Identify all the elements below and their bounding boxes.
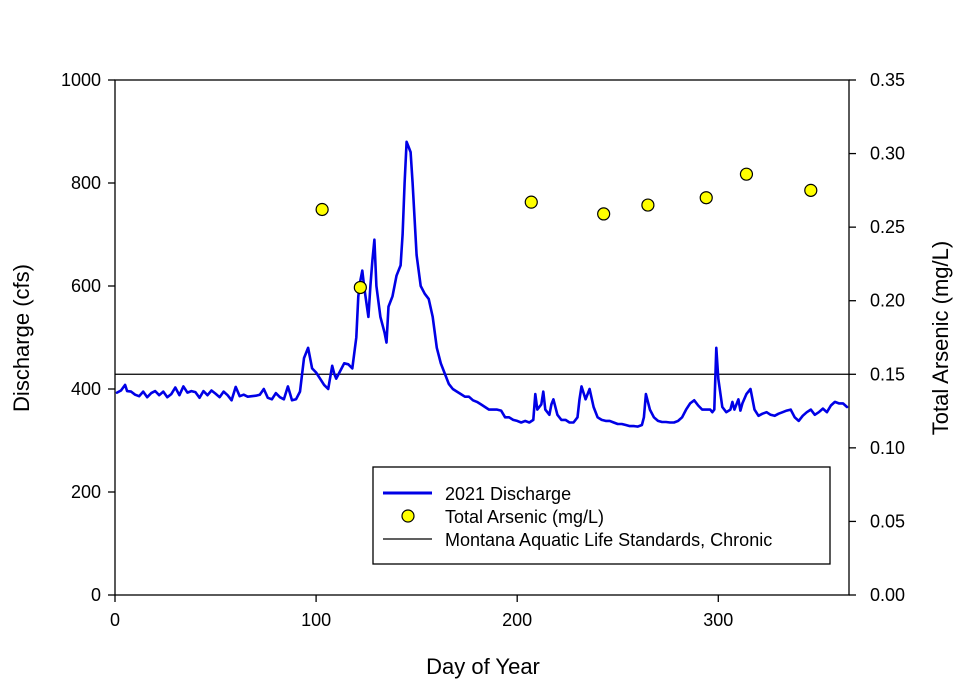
legend: 2021 Discharge Total Arsenic (mg/L) Mont… xyxy=(372,466,831,565)
y2-tick-label: 0.25 xyxy=(870,217,905,237)
plot-frame xyxy=(114,79,850,596)
y-axis-ticks: 0 200 400 600 800 1000 xyxy=(61,70,115,605)
y2-tick-label: 0.20 xyxy=(870,291,905,311)
arsenic-point xyxy=(524,195,538,209)
arsenic-point xyxy=(315,202,329,217)
y-tick-label: 200 xyxy=(71,482,101,502)
arsenic-point xyxy=(353,280,367,295)
y2-tick-label: 0.35 xyxy=(870,70,905,90)
y2-tick-label: 0.00 xyxy=(870,585,905,605)
y2-axis-ticks: 0.00 0.05 0.10 0.15 0.20 0.25 0.30 0.35 xyxy=(849,70,905,605)
y-axis-label: Discharge (cfs) xyxy=(9,264,34,412)
y2-axis-label: Total Arsenic (mg/L) xyxy=(928,241,953,435)
legend-label-standard: Montana Aquatic Life Standards, Chronic xyxy=(445,530,772,550)
x-axis-label: Day of Year xyxy=(426,654,540,679)
y-tick-label: 1000 xyxy=(61,70,101,90)
arsenic-point xyxy=(597,207,611,221)
x-axis-ticks: 0 100 200 300 xyxy=(110,595,733,630)
arsenic-point xyxy=(804,183,818,197)
y2-tick-label: 0.10 xyxy=(870,438,905,458)
x-tick-label: 200 xyxy=(502,610,532,630)
x-tick-label: 100 xyxy=(301,610,331,630)
y-tick-label: 0 xyxy=(91,585,101,605)
plot-area xyxy=(115,140,849,428)
legend-label-discharge: 2021 Discharge xyxy=(445,484,571,504)
discharge-line xyxy=(115,140,849,428)
y2-tick-label: 0.05 xyxy=(870,511,905,531)
legend-label-arsenic: Total Arsenic (mg/L) xyxy=(445,507,604,527)
x-tick-label: 300 xyxy=(703,610,733,630)
arsenic-point xyxy=(739,167,754,181)
arsenic-point xyxy=(641,198,655,212)
y2-tick-label: 0.15 xyxy=(870,364,905,384)
y2-tick-label: 0.30 xyxy=(870,144,905,164)
legend-swatch-arsenic xyxy=(401,509,415,523)
y-tick-label: 600 xyxy=(71,276,101,296)
arsenic-point xyxy=(699,191,713,205)
y-tick-label: 800 xyxy=(71,173,101,193)
y-tick-label: 400 xyxy=(71,379,101,399)
legend-box xyxy=(372,466,831,565)
x-tick-label: 0 xyxy=(110,610,120,630)
